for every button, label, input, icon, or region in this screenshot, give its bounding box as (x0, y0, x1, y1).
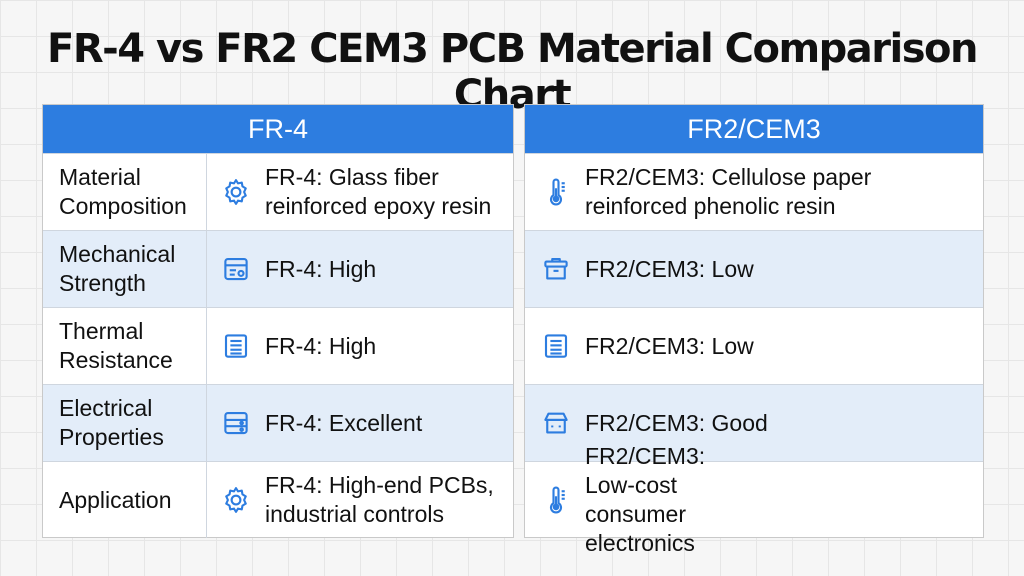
cell-value: FR-4: High (265, 255, 377, 282)
gear-icon (221, 177, 251, 207)
row-label: Application (43, 462, 207, 538)
document-lines-icon (541, 331, 571, 361)
table-row: Electrical Properties FR-4: Excellent (43, 384, 513, 461)
table-row: FR2/CEM3: Good (525, 384, 983, 461)
row-label: Mechanical Strength (43, 231, 207, 307)
fr4-panel: FR-4 Material Composition FR-4: Glass fi… (42, 104, 514, 538)
cell-value: FR2/CEM3: Low (585, 332, 754, 359)
row-label: Thermal Resistance (43, 308, 207, 384)
row-label: Electrical Properties (43, 385, 207, 461)
row-label: Material Composition (43, 154, 207, 230)
thermometer-icon (541, 177, 571, 207)
fr4-header: FR-4 (43, 105, 513, 153)
table-row: Mechanical Strength FR-4: High (43, 230, 513, 307)
page-title: FR-4 vs FR2 CEM3 PCB Material Comparison… (47, 26, 978, 118)
table-row: Material Composition FR-4: Glass fiber r… (43, 153, 513, 230)
cell-value: FR-4: Excellent (265, 409, 423, 436)
table-row: Application FR-4: High-end PCBs, industr… (43, 461, 513, 538)
server-panel-icon (221, 408, 251, 438)
table-row: FR2/CEM3: Low (525, 230, 983, 307)
gear-icon (221, 485, 251, 515)
thermometer-icon (541, 485, 571, 515)
table-row: FR2/CEM3: Low-cost consumer electronics (525, 443, 983, 556)
table-row: Thermal Resistance FR-4: High (43, 307, 513, 384)
fr2-cem3-panel: FR2/CEM3 FR2/CEM3: Cellulose paper reinf… (524, 104, 984, 556)
cell-value: FR2/CEM3: Good (585, 409, 768, 436)
table-row: FR2/CEM3: Low (525, 307, 983, 384)
cell-value: FR-4: Glass fiber reinforced epoxy resin (265, 164, 492, 219)
server-panel-icon (221, 254, 251, 284)
cell-value: FR2/CEM3: Low-cost consumer electronics (585, 443, 706, 556)
cell-value: FR-4: High (265, 332, 377, 359)
table-row: FR2/CEM3: Cellulose paper reinforced phe… (525, 153, 983, 230)
container-icon (541, 254, 571, 284)
document-lines-icon (221, 331, 251, 361)
storefront-icon (541, 408, 571, 438)
cell-value: FR2/CEM3: Cellulose paper reinforced phe… (585, 164, 872, 219)
cell-value: FR2/CEM3: Low (585, 255, 754, 282)
cell-value: FR-4: High-end PCBs, industrial controls (265, 472, 494, 527)
fr2-cem3-header: FR2/CEM3 (525, 105, 983, 153)
